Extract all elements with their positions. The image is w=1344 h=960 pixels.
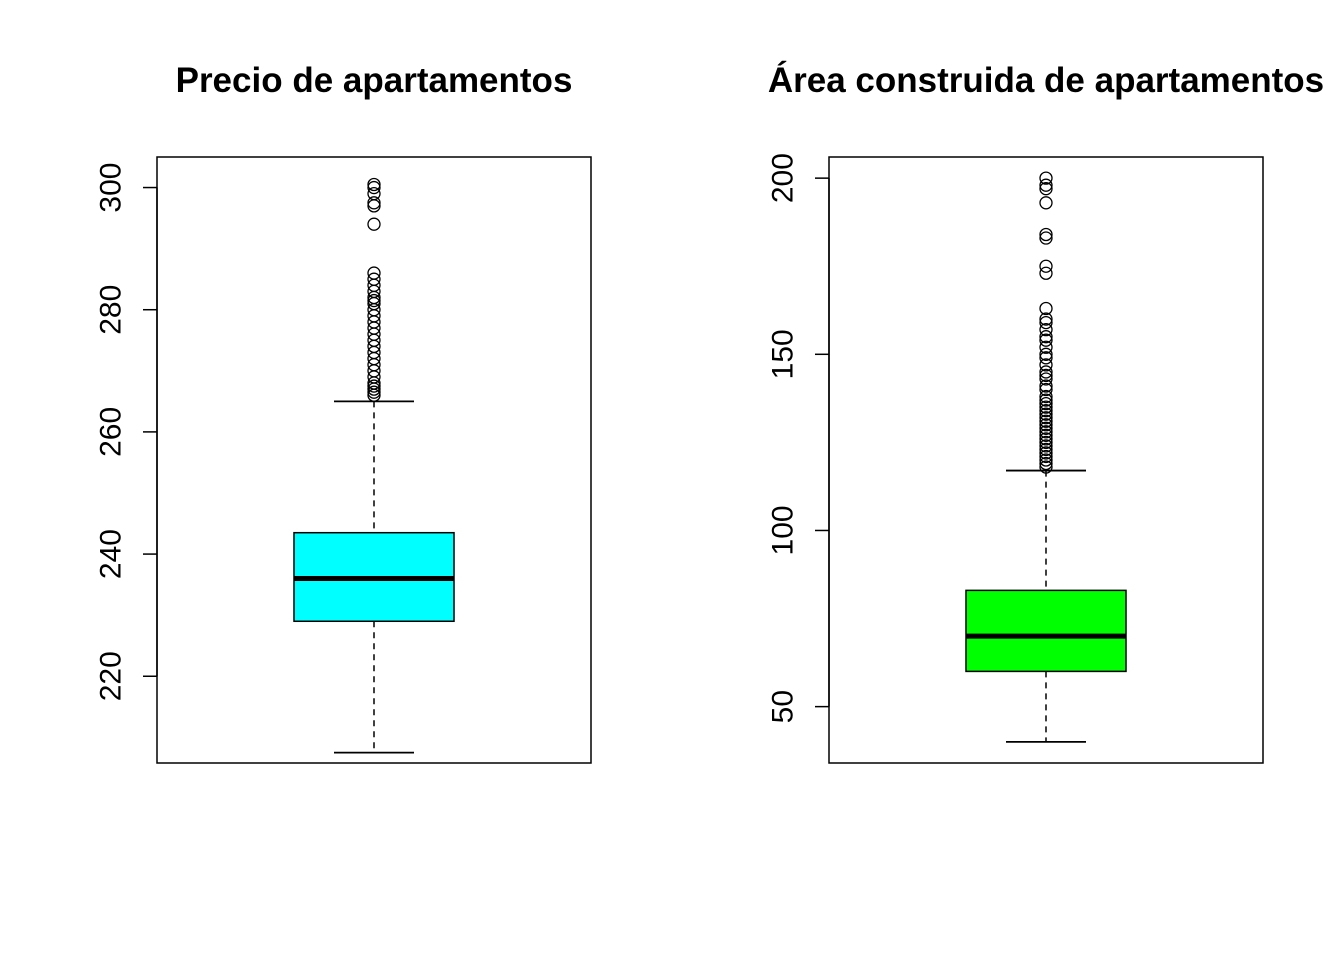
y-tick-label: 240: [95, 529, 128, 579]
outlier-point: [1039, 347, 1053, 361]
outlier-point: [1039, 432, 1053, 446]
outlier-point: [1039, 460, 1053, 474]
outlier-point: [1039, 453, 1053, 467]
outlier-point: [1039, 231, 1053, 245]
outlier-point: [1039, 435, 1053, 450]
outlier-point: [1039, 396, 1053, 411]
outlier-point: [1039, 340, 1053, 354]
y-axis: 50 100 150 200: [767, 153, 830, 723]
y-tick-label: 220: [95, 651, 128, 701]
outlier-point: [367, 379, 381, 393]
outlier-point: [1039, 301, 1053, 316]
outlier-point: [1039, 446, 1053, 460]
outlier-point: [367, 187, 381, 201]
outlier-point: [1039, 372, 1053, 386]
outlier-point: [1039, 404, 1053, 418]
outlier-point: [1039, 393, 1053, 407]
outlier-point: [367, 180, 381, 195]
boxplot: [293, 177, 455, 754]
outlier-point: [1039, 407, 1053, 421]
y-tick-label: 260: [95, 407, 128, 457]
outlier-point: [1039, 330, 1053, 344]
outlier-point: [1039, 389, 1053, 404]
outlier-point: [1039, 171, 1053, 185]
y-tick-label: 300: [95, 163, 128, 213]
outlier-point: [1039, 196, 1053, 210]
panel-price: Precio de apartamentos 220 240 260 280 300: [95, 61, 592, 764]
y-axis: 220 240 260 280 300: [95, 163, 158, 701]
outlier-point: [1039, 322, 1053, 337]
outlier-point: [367, 217, 381, 231]
iqr-box: [965, 589, 1127, 673]
outlier-point: [1039, 379, 1053, 393]
outlier-point: [1039, 227, 1053, 242]
y-tick-label: 50: [767, 690, 800, 723]
outlier-point: [1039, 411, 1053, 425]
outlier-point: [367, 196, 381, 210]
chart-title: Precio de apartamentos: [176, 61, 573, 100]
outlier-point: [367, 385, 381, 399]
outlier-point: [367, 272, 381, 286]
outlier-point: [1039, 382, 1053, 397]
y-tick-label: 100: [767, 505, 800, 555]
outlier-point: [1039, 312, 1053, 326]
y-tick-label: 150: [767, 329, 800, 379]
outlier-point: [1039, 182, 1053, 196]
outlier-point: [367, 293, 381, 308]
outlier-point: [1039, 365, 1053, 379]
y-tick-label: 280: [95, 285, 128, 335]
outlier-point: [1039, 425, 1053, 439]
outlier-point: [1039, 368, 1053, 383]
outlier-point: [1039, 421, 1053, 435]
panel-area: Área construida de apartamentos 50 100 150…: [767, 60, 1324, 764]
outlier-point: [1039, 439, 1053, 453]
outlier-point: [1039, 358, 1053, 372]
outlier-point: [1039, 418, 1053, 432]
outlier-point: [1039, 449, 1053, 464]
outlier-point: [1039, 400, 1053, 414]
outlier-point: [1039, 266, 1053, 280]
outlier-point: [1039, 428, 1053, 442]
outlier-point: [1039, 333, 1053, 347]
outlier-point: [367, 266, 381, 280]
outlier-point: [1039, 414, 1053, 428]
outlier-point: [1039, 315, 1053, 330]
outlier-point: [367, 177, 381, 192]
outlier-point: [367, 199, 381, 213]
outlier-point: [1039, 456, 1053, 471]
outlier-point: [1039, 442, 1053, 457]
chart-title: Área construida de apartamentos: [768, 60, 1324, 100]
outlier-point: [1039, 178, 1053, 192]
outlier-point: [1039, 351, 1053, 365]
outlier-point: [1039, 259, 1053, 273]
boxplot: [965, 171, 1127, 743]
y-tick-label: 200: [767, 153, 800, 203]
